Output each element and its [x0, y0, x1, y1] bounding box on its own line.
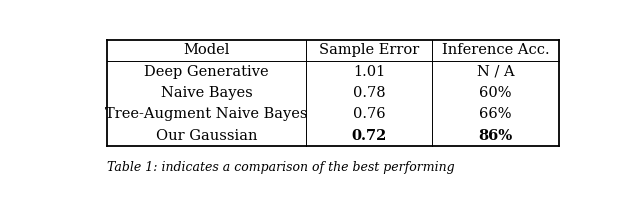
- Text: 0.76: 0.76: [353, 108, 385, 122]
- Text: Table 1: indicates a comparison of the best performing: Table 1: indicates a comparison of the b…: [108, 161, 455, 174]
- Text: Naive Bayes: Naive Bayes: [161, 86, 252, 100]
- Text: Sample Error: Sample Error: [319, 43, 419, 57]
- Text: Deep Generative: Deep Generative: [144, 65, 269, 79]
- Text: Our Gaussian: Our Gaussian: [156, 129, 257, 143]
- Text: 1.01: 1.01: [353, 65, 385, 79]
- Text: 66%: 66%: [479, 108, 512, 122]
- Text: Model: Model: [184, 43, 230, 57]
- Text: Inference Acc.: Inference Acc.: [442, 43, 549, 57]
- Text: N / A: N / A: [477, 65, 515, 79]
- Text: 0.72: 0.72: [351, 129, 387, 143]
- Text: 0.78: 0.78: [353, 86, 385, 100]
- Text: 60%: 60%: [479, 86, 512, 100]
- Text: 86%: 86%: [478, 129, 513, 143]
- Text: Tree-Augment Naive Bayes: Tree-Augment Naive Bayes: [106, 108, 308, 122]
